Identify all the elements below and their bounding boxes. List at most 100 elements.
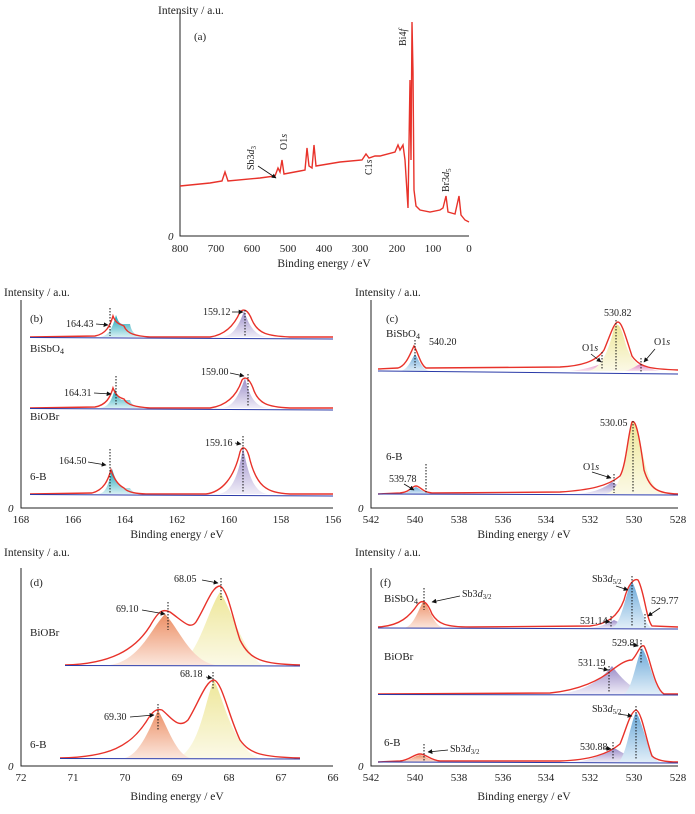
panel-f-ticks: 542 540 538 536 534 532 530 528 (363, 772, 687, 784)
x-tick: 536 (495, 772, 512, 784)
x-tick: 200 (389, 243, 406, 255)
peak-label: 529.77 (651, 596, 679, 607)
panel-b-ylabel: Intensity / a.u. (4, 287, 70, 299)
panel-b-ticks: 168 166 164 162 160 158 156 (13, 514, 342, 526)
6b-envelope (29, 447, 333, 495)
biobr-o-fill (560, 666, 650, 694)
6b-baseline (377, 493, 679, 496)
6b-baseline (29, 494, 334, 497)
6b-baseline (59, 758, 301, 760)
6b-envelope (377, 709, 679, 763)
label-arrow (95, 322, 109, 328)
peak-label: 529.81 (612, 638, 640, 649)
panel-f-xlabel: Binding energy / eV (477, 791, 571, 803)
x-tick: 542 (363, 772, 380, 784)
panel-d-label: (d) (30, 577, 43, 589)
x-tick: 72 (16, 772, 27, 784)
x-tick: 530 (626, 772, 643, 784)
peak-label-o1s: O1s (583, 462, 599, 473)
6b-envelope (59, 679, 301, 759)
label-arrow (629, 642, 639, 648)
6b-br3d32-fill (125, 710, 190, 758)
annotation-arrow (257, 165, 277, 179)
x-tick: 538 (451, 772, 468, 784)
peak-label-o1s: O1s (582, 343, 598, 354)
sample-label-bisbo4: BiSbO4 (386, 328, 420, 341)
bisbo4-baseline (377, 627, 679, 630)
x-tick: 100 (425, 243, 442, 255)
label-arrow (431, 595, 461, 604)
panel-f-label: (f) (380, 577, 391, 589)
panel-d-ticks: 72 71 70 69 68 67 66 (16, 772, 340, 784)
x-tick: 536 (495, 514, 512, 526)
peak-label: 159.12 (203, 307, 231, 318)
label-arrow (93, 391, 112, 397)
peak-label-sb3d32: Sb3d3/2 (462, 589, 492, 601)
bisbo4-sb3d32-fill (404, 600, 444, 628)
x-tick: 600 (244, 243, 261, 255)
peak-label: 164.31 (64, 388, 92, 399)
x-tick: 534 (538, 514, 555, 526)
panel-c-axes (370, 300, 678, 509)
label-arrow (403, 483, 415, 491)
sample-label-bisbo4: BiSbO4 (384, 593, 418, 606)
label-arrow (427, 749, 449, 754)
label-arrow (129, 712, 155, 718)
6b-sb3d32-fill (398, 755, 442, 762)
label-arrow (141, 609, 166, 616)
x-tick: 162 (169, 514, 186, 526)
sample-label-biobr: BiOBr (384, 651, 414, 663)
6b-sb3d52-fill (618, 712, 660, 762)
peak-label: 69.10 (116, 604, 139, 615)
biobr-br3d32-fill (110, 614, 215, 665)
sample-label-6b: 6-B (386, 451, 403, 463)
x-tick: 70 (120, 772, 132, 784)
panel-c-label: (c) (386, 313, 399, 325)
biobr-envelope (64, 585, 301, 666)
label-arrow (603, 746, 612, 751)
sample-label-biobr: BiOBr (30, 627, 60, 639)
label-arrow (597, 666, 609, 672)
peak-label: 159.00 (201, 367, 229, 378)
label-arrow (234, 440, 242, 446)
x-tick: 71 (68, 772, 79, 784)
peak-label: 530.82 (604, 308, 632, 319)
panel-c-ylabel: Intensity / a.u. (355, 287, 421, 299)
annotation-br3d5: Br3d5 (441, 168, 453, 192)
biobr-bi4f72-fill (100, 389, 148, 408)
biobr-br3d52-fill (180, 592, 262, 665)
label-arrow (647, 607, 661, 617)
x-tick: 67 (276, 772, 288, 784)
label-arrow (87, 461, 107, 467)
x-tick: 300 (352, 243, 369, 255)
x-tick: 158 (273, 514, 290, 526)
x-tick: 166 (65, 514, 82, 526)
bisbo4-envelope (377, 321, 679, 371)
x-tick: 168 (13, 514, 30, 526)
biobr-baseline (64, 665, 301, 667)
peak-label: 164.43 (66, 319, 94, 330)
bisbo4-envelope (377, 578, 679, 628)
panel-d-origin: 0 (8, 761, 14, 773)
bisbo4-envelope (29, 309, 333, 338)
peak-label: 540.20 (429, 337, 457, 348)
peak-label: 531.14 (580, 616, 608, 627)
x-tick: 534 (538, 772, 555, 784)
peak-label-sb3d52: Sb3d5/2 (592, 704, 622, 716)
panel-a-xlabel: Binding energy / eV (277, 258, 371, 270)
panel-a-axes (179, 12, 469, 237)
panel-a-ticks: 800 700 600 500 400 300 200 100 0 (172, 243, 473, 255)
panel-d-ylabel: Intensity / a.u. (4, 547, 70, 559)
6b-br3d52-fill (178, 680, 258, 758)
bisbo4-baseline (377, 370, 679, 375)
panel-c-origin: 0 (358, 503, 364, 515)
annotation-o1s: O1s (279, 134, 290, 150)
x-tick: 532 (582, 772, 599, 784)
panel-b-origin: 0 (8, 503, 14, 515)
sample-label-6b: 6-B (30, 471, 47, 483)
survey-spectrum-line (179, 21, 470, 223)
label-arrow (201, 579, 219, 585)
panel-f-ylabel: Intensity / a.u. (355, 547, 421, 559)
biobr-bi4f52-fill (222, 378, 268, 408)
annotation-bi4f: Bi4f (398, 28, 409, 46)
